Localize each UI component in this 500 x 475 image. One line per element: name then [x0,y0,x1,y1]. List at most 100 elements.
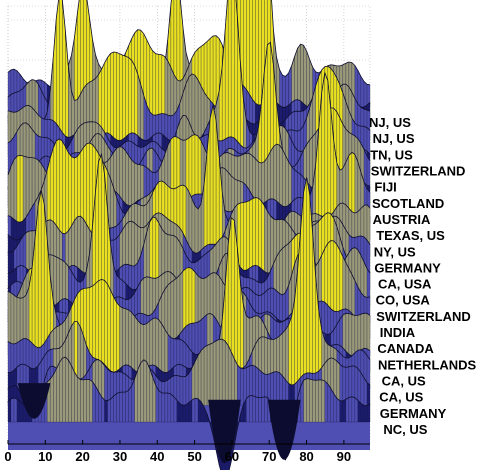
surface-facet [194,398,199,423]
surface-facet [113,51,117,141]
surface-facet [279,105,283,124]
surface-facet [197,79,202,141]
surface-facet [312,379,316,423]
surface-facet [13,397,18,423]
surface-facet [228,345,232,406]
x-tick-label-10: 10 [38,449,52,464]
surface-facet [16,221,21,240]
surface-facet [282,292,286,323]
surface-facet [197,319,202,356]
surface-facet [83,218,87,273]
surface-row-ridge-2 [7,0,371,125]
surface-facet [285,155,289,207]
surface-facet [74,371,78,423]
surface-facet [113,393,117,423]
surface-facet [71,365,75,423]
x-tick-label-90: 90 [337,449,351,464]
surface-facet [59,138,63,240]
surface-facet [131,159,135,207]
surface-facet [194,321,199,356]
surface-facet [122,54,126,141]
surface-facet [231,0,235,157]
surface-facet [300,380,304,423]
surface-facet [107,52,111,141]
surface-facet [267,151,271,207]
surface-facet [41,190,45,356]
surface-facet [176,274,181,340]
surface-facet [167,61,172,124]
surface-facet [345,313,350,356]
surface-facet [354,315,359,356]
surface-facet [164,328,169,373]
surface-facet [366,403,371,423]
surface-facet [170,279,175,340]
surface-facet [155,53,159,124]
surface-valley-0 [17,383,51,419]
surface-facet [155,317,159,373]
surface-facet [74,216,78,273]
surface-facet [264,396,268,423]
surface-facet [279,293,283,323]
surface-facet [62,356,66,423]
x-tick-label-30: 30 [113,449,127,464]
surface-facet [249,395,253,423]
surface-facet [161,392,166,423]
surface-facet [31,342,36,373]
surface-facet [110,51,114,141]
surface-facet [116,301,120,373]
surface-facet [53,368,57,423]
surface-facet [104,399,108,423]
surface-facet [92,381,96,423]
surface-facet [113,296,117,373]
surface-facet [134,315,138,373]
surface-facet [339,363,343,406]
surface-facet [170,393,175,423]
surface-facet [152,317,156,373]
surface-facet [258,197,262,273]
surface-facet [167,114,172,141]
surface-facet [348,313,353,356]
row-label-2: TN, US [370,147,413,162]
surface-facet [56,138,60,240]
surface-facet [10,397,15,423]
surface-valley-1 [208,399,241,464]
surface-facet [261,200,265,273]
surface-facet [234,0,238,157]
surface-facet [146,361,150,423]
surface-facet [56,362,60,423]
surface-facet [357,399,362,423]
surface-facet [59,0,63,141]
surface-facet [209,104,214,257]
surface-facet [7,251,12,273]
surface-facet [309,378,313,423]
surface-facet [306,378,310,423]
surface-facet [155,384,159,423]
surface-facet [351,396,356,423]
surface-facet [306,51,310,108]
surface-facet [143,359,147,423]
surface-facet [243,201,247,273]
surface-facet [194,355,199,406]
surface-facet [321,72,325,224]
surface-facet [179,403,184,423]
surface-facet [197,349,202,406]
surface-facet [267,210,271,273]
surface-facet [333,240,337,323]
surface-facet [249,0,253,108]
row-label-13: INDIA [380,325,416,340]
surface-facet [206,343,211,406]
surface-facet [276,290,280,323]
surface-facet [128,264,132,290]
surface-facet [80,379,84,423]
surface-facet [62,0,66,141]
surface-facet [28,230,33,273]
row-label-15: NETHERLANDS [378,357,477,372]
surface-facet [131,220,135,273]
surface-facet [110,290,114,373]
surface-facet [303,177,307,389]
surface-facet [116,392,120,423]
surface-facet [255,0,259,108]
surface-facet [164,392,169,423]
